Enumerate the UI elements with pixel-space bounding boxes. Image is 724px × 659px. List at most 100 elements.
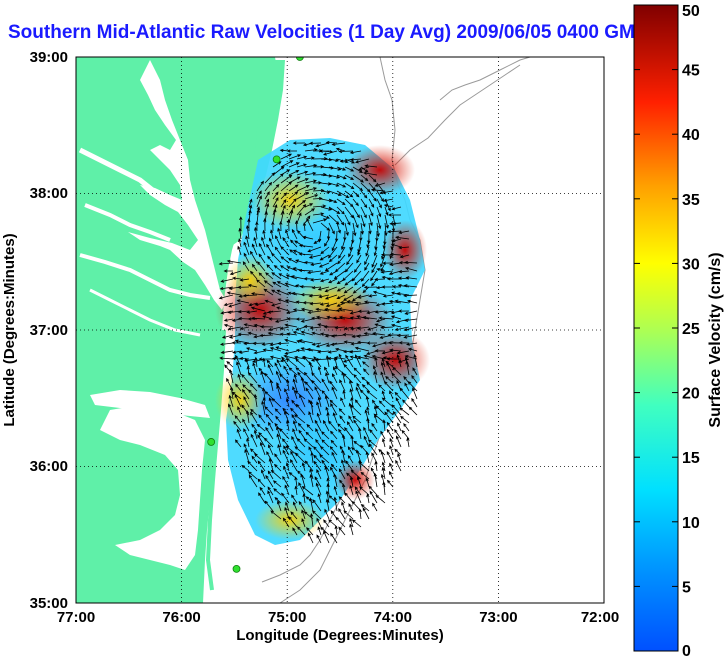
velocity-arrow <box>276 306 290 312</box>
velocity-arrow <box>339 300 354 305</box>
velocity-arrow <box>322 419 330 432</box>
velocity-arrow <box>371 254 378 268</box>
velocity-arrow <box>253 350 266 355</box>
velocity-arrow <box>390 315 402 320</box>
velocity-arrow <box>271 397 282 408</box>
velocity-arrow <box>274 362 282 376</box>
velocity-arrow <box>363 354 378 360</box>
velocity-arrow <box>276 359 282 368</box>
velocity-arrow <box>335 347 346 352</box>
velocity-arrow <box>285 357 298 368</box>
velocity-arrow <box>300 376 306 392</box>
velocity-arrow <box>250 292 266 296</box>
velocity-arrow <box>264 390 274 400</box>
velocity-arrow <box>242 294 258 298</box>
velocity-arrow <box>279 326 290 330</box>
velocity-arrow <box>323 519 330 528</box>
velocity-arrow <box>368 206 374 217</box>
velocity-arrow <box>403 293 418 298</box>
velocity-arrow <box>368 198 375 208</box>
velocity-arrow <box>268 457 274 472</box>
velocity-arrow <box>404 310 418 315</box>
velocity-arrow <box>233 420 242 432</box>
velocity-arrow <box>314 476 322 488</box>
velocity-arrow <box>290 450 298 464</box>
velocity-arrow <box>333 496 338 512</box>
velocity-arrow <box>391 404 402 416</box>
velocity-arrow <box>319 278 330 283</box>
velocity-arrow <box>246 310 258 314</box>
velocity-arrow <box>398 309 410 313</box>
y-axis-title: Latitude (Degrees:Minutes) <box>1 233 18 426</box>
velocity-arrow <box>390 323 402 328</box>
velocity-arrow <box>331 386 338 400</box>
colorbar-tick-label: 50 <box>682 3 700 20</box>
velocity-arrow <box>250 306 266 312</box>
velocity-arrow <box>290 511 298 520</box>
colorbar-tick-label: 45 <box>682 63 700 80</box>
velocity-arrow <box>368 190 377 202</box>
velocity-arrow <box>235 383 242 392</box>
velocity-arrow <box>382 261 394 265</box>
velocity-arrow <box>398 341 410 345</box>
velocity-arrow <box>324 294 338 300</box>
velocity-arrow <box>315 315 330 320</box>
velocity-arrow <box>355 158 370 164</box>
velocity-arrow <box>304 208 316 216</box>
velocity-arrow <box>292 527 298 536</box>
velocity-arrow <box>329 399 338 408</box>
velocity-arrow <box>234 393 242 408</box>
velocity-arrow <box>407 347 418 352</box>
velocity-arrow <box>344 492 354 504</box>
velocity-arrow <box>300 318 314 323</box>
velocity-arrow <box>268 317 281 321</box>
velocity-arrow <box>332 316 346 320</box>
velocity-arrow <box>328 246 338 259</box>
velocity-arrow <box>358 508 362 520</box>
velocity-arrow <box>284 484 290 496</box>
velocity-arrow <box>238 350 250 354</box>
velocity-arrow <box>336 278 346 285</box>
velocity-arrow <box>405 276 418 280</box>
velocity-arrow <box>340 397 346 408</box>
velocity-arrow <box>272 480 282 488</box>
velocity-arrow <box>306 217 314 232</box>
velocity-arrow <box>350 404 362 416</box>
velocity-arrow <box>259 486 266 496</box>
velocity-arrow <box>237 310 250 314</box>
velocity-arrow <box>248 198 253 208</box>
velocity-arrow <box>307 246 322 253</box>
velocity-arrow <box>380 473 386 488</box>
x-tick-label: 74:00 <box>374 609 412 626</box>
velocity-arrow <box>369 429 378 440</box>
velocity-arrow <box>364 164 378 168</box>
velocity-arrow <box>388 348 402 352</box>
velocity-arrow <box>368 485 378 496</box>
velocity-arrow <box>285 462 290 472</box>
velocity-arrow <box>326 483 330 496</box>
velocity-arrow <box>316 517 322 528</box>
velocity-arrow <box>398 269 410 274</box>
velocity-arrow <box>325 302 338 307</box>
velocity-arrow <box>307 532 314 544</box>
velocity-arrow <box>324 465 330 480</box>
velocity-arrow <box>394 299 410 304</box>
velocity-arrow <box>310 278 322 282</box>
velocity-arrow <box>295 317 306 321</box>
velocity-arrow <box>298 268 314 273</box>
radar-site-marker <box>207 438 216 446</box>
velocity-arrow <box>285 229 290 240</box>
velocity-arrow <box>324 307 338 312</box>
velocity-arrow <box>265 413 274 424</box>
velocity-arrow <box>361 384 370 392</box>
velocity-arrow <box>371 262 378 274</box>
river-york <box>89 288 201 337</box>
velocity-arrow <box>275 346 290 352</box>
velocity-arrow <box>271 272 282 280</box>
velocity-arrow <box>396 350 410 355</box>
velocity-arrow <box>376 198 382 209</box>
colorbar-tick-label: 10 <box>682 515 700 532</box>
velocity-arrow <box>352 214 359 229</box>
velocity-arrow <box>248 474 258 488</box>
velocity-arrow <box>332 412 338 424</box>
